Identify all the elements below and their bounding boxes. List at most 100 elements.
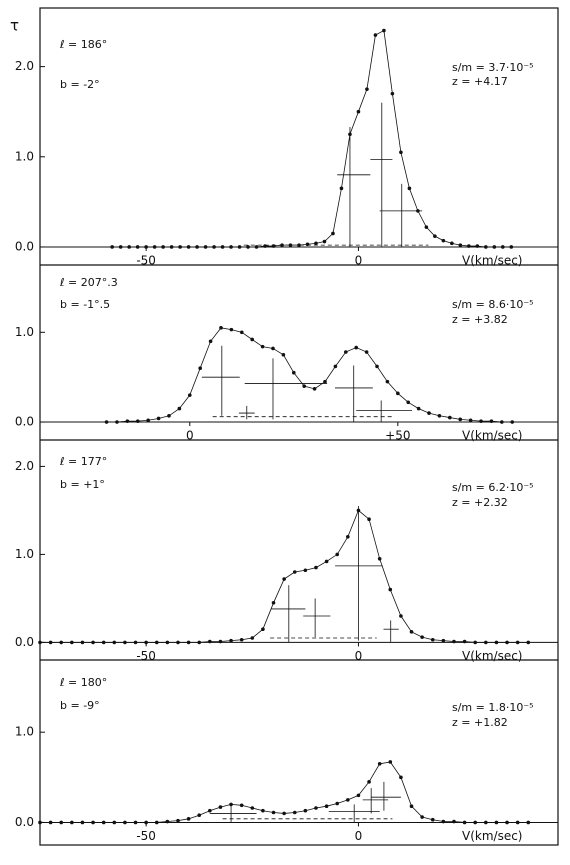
profile-dot bbox=[110, 245, 114, 249]
annotation: ℓ = 207°.3 bbox=[59, 276, 118, 289]
profile-dot bbox=[38, 640, 42, 645]
profile-dot bbox=[152, 245, 157, 249]
profile-dot bbox=[373, 33, 378, 37]
profile-dot bbox=[219, 326, 223, 330]
profile-dot bbox=[144, 245, 148, 249]
profile-dot bbox=[484, 820, 488, 825]
profile-dot bbox=[115, 420, 119, 424]
profile-dot bbox=[323, 379, 327, 384]
profile-dot bbox=[452, 819, 456, 824]
profile-dot bbox=[356, 793, 361, 798]
profile-dot bbox=[489, 419, 494, 423]
profile-dot bbox=[144, 640, 148, 645]
profile-dot bbox=[282, 577, 286, 581]
profile-dot bbox=[261, 808, 265, 813]
y-tick-label: 1.0 bbox=[15, 325, 34, 339]
profile-dot bbox=[526, 820, 531, 825]
profile-dot bbox=[468, 418, 473, 423]
profile-dot bbox=[197, 813, 202, 818]
y-tick-label: 1.0 bbox=[15, 547, 34, 561]
profile-dot bbox=[176, 640, 180, 645]
profile-dot bbox=[161, 245, 165, 249]
profile-dot bbox=[246, 245, 250, 249]
profile-dot bbox=[271, 601, 276, 605]
y-axis-label: τ bbox=[10, 17, 19, 35]
profile-dot bbox=[101, 640, 106, 645]
profile-dot bbox=[48, 820, 53, 825]
profile-dot bbox=[237, 245, 242, 249]
profile-dot bbox=[494, 820, 499, 825]
x-tick-label: 0 bbox=[186, 429, 194, 443]
profile-dot bbox=[144, 820, 148, 825]
profile-dot bbox=[250, 337, 254, 342]
profile-dot bbox=[420, 635, 424, 639]
profile-dot bbox=[70, 820, 74, 825]
profile-dot bbox=[344, 350, 348, 354]
annotation: z = +1.82 bbox=[452, 716, 508, 729]
x-axis-label: V(km/sec) bbox=[462, 429, 523, 443]
profile-dot bbox=[146, 418, 150, 423]
profile-dot bbox=[462, 820, 467, 825]
frame bbox=[39, 7, 559, 846]
profile-dot bbox=[288, 243, 293, 247]
profile-dot bbox=[409, 630, 414, 634]
profile-dot bbox=[208, 339, 213, 344]
profile-dot bbox=[356, 109, 361, 114]
profile-dot bbox=[91, 640, 95, 645]
profile-dot bbox=[420, 815, 424, 819]
profile-dot bbox=[324, 804, 329, 808]
profile-dot bbox=[475, 244, 480, 248]
profile-dot bbox=[324, 559, 329, 564]
profile-dot bbox=[48, 640, 53, 645]
profile-dot bbox=[292, 810, 297, 815]
profile-dot bbox=[500, 420, 504, 424]
profile-dot bbox=[458, 243, 463, 247]
profile-dot bbox=[220, 245, 225, 249]
profile-line bbox=[106, 327, 513, 423]
profile-dot bbox=[399, 775, 403, 780]
profile-dot bbox=[250, 806, 255, 810]
profile-dot bbox=[462, 639, 467, 644]
profile-dot bbox=[399, 150, 403, 155]
profile-dot bbox=[303, 568, 308, 573]
profile-dot bbox=[167, 413, 171, 418]
profile-dot bbox=[339, 186, 344, 191]
profile-dot bbox=[335, 552, 340, 557]
profile-dot bbox=[437, 413, 442, 418]
profile-dot bbox=[396, 391, 400, 396]
profile-dot bbox=[125, 419, 130, 423]
profile-dot bbox=[59, 640, 64, 645]
annotation: b = -2° bbox=[60, 78, 100, 91]
profile-dot bbox=[409, 804, 414, 808]
profile-dot bbox=[515, 640, 520, 645]
profile-dot bbox=[291, 370, 296, 375]
profile-dot bbox=[218, 639, 223, 644]
profile-dot bbox=[127, 245, 131, 249]
profile-dot bbox=[281, 352, 286, 357]
profile-dot bbox=[473, 820, 478, 825]
profile-dot bbox=[178, 245, 182, 249]
y-tick-label: 0.0 bbox=[15, 635, 34, 649]
annotation: b = -9° bbox=[60, 699, 100, 712]
annotation: b = +1° bbox=[60, 478, 105, 491]
profile-dot bbox=[177, 406, 182, 411]
x-tick-label: 0 bbox=[355, 649, 363, 663]
profile-dot bbox=[441, 819, 446, 824]
profile-dot bbox=[399, 614, 403, 618]
profile-dot bbox=[312, 387, 317, 391]
profile-dot bbox=[388, 760, 393, 764]
profile-dot bbox=[406, 400, 411, 405]
profile-dot bbox=[473, 640, 478, 645]
profile-dot bbox=[38, 820, 42, 825]
x-tick-label: 0 bbox=[355, 829, 363, 843]
annotation: s/m = 8.6·10⁻⁵ bbox=[452, 298, 534, 311]
profile-dot bbox=[208, 808, 212, 813]
x-axis-label: V(km/sec) bbox=[462, 253, 523, 267]
profile-dot bbox=[335, 801, 340, 806]
profile-dot bbox=[331, 231, 335, 236]
y-tick-label: 0.0 bbox=[15, 239, 34, 253]
x-tick-label: -50 bbox=[136, 649, 156, 663]
profile-dot bbox=[176, 818, 180, 823]
profile-dot bbox=[430, 637, 435, 642]
profile-dot bbox=[375, 364, 379, 369]
